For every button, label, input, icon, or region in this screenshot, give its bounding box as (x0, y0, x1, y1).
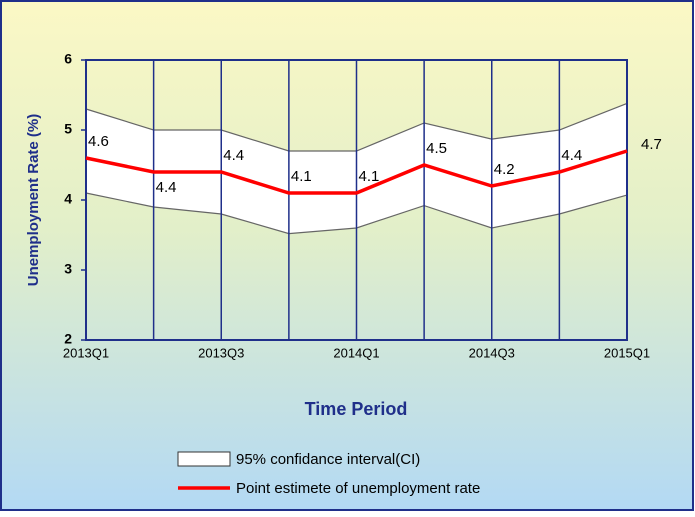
data-label: 4.5 (426, 140, 447, 157)
y-tick-label: 6 (64, 51, 72, 67)
y-tick-label: 4 (64, 191, 72, 207)
y-tick-label: 3 (64, 261, 72, 277)
data-label: 4.4 (156, 179, 177, 196)
legend-label: Point estimete of unemployment rate (236, 480, 480, 497)
legend-label: 95% confidance interval(CI) (236, 451, 420, 468)
data-label: 4.4 (223, 147, 244, 164)
legend-swatch (177, 451, 231, 467)
data-label: 4.1 (359, 168, 380, 185)
y-axis-title: Unemployment Rate (%) (25, 114, 42, 287)
x-tick-label: 2013Q1 (63, 345, 109, 360)
y-tick-label: 5 (64, 121, 72, 137)
data-label: 4.1 (291, 168, 312, 185)
plot-border (85, 59, 628, 341)
x-axis-title: Time Period (305, 399, 408, 419)
y-tick-label: 2 (64, 331, 72, 347)
x-tick-label: 2014Q1 (333, 345, 379, 360)
data-label: 4.2 (494, 161, 515, 178)
data-label: 4.7 (641, 136, 662, 153)
x-tick-label: 2013Q3 (198, 345, 244, 360)
data-label: 4.4 (561, 147, 582, 164)
x-tick-label: 2014Q3 (469, 345, 515, 360)
data-label: 4.6 (88, 133, 109, 150)
estimate-line (85, 149, 628, 195)
x-tick-label: 2015Q1 (604, 345, 650, 360)
